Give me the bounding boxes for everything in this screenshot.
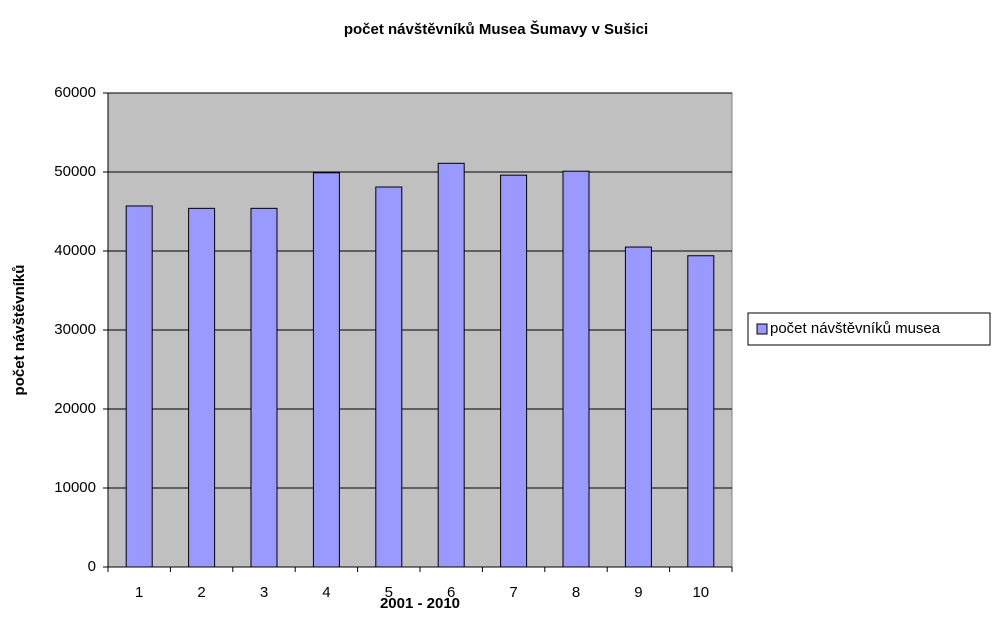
x-tick-label: 1 [135, 584, 143, 601]
bar [312, 172, 340, 568]
legend-label: počet návštěvníků musea [770, 320, 941, 337]
bar [562, 170, 590, 568]
chart-title: počet návštěvníků Musea Šumavy v Sušici [344, 20, 648, 38]
x-tick-label: 10 [692, 584, 709, 601]
legend-marker [756, 323, 768, 335]
y-tick-label: 10000 [54, 479, 96, 496]
bar [125, 205, 153, 568]
x-tick-label: 4 [322, 584, 330, 601]
bar [375, 186, 403, 568]
x-tick-label: 6 [447, 584, 455, 601]
y-tick-label: 30000 [54, 321, 96, 338]
legend-box [747, 312, 991, 346]
x-tick-label: 5 [385, 584, 393, 601]
bar [250, 207, 278, 568]
bar [500, 174, 528, 568]
y-tick-label: 40000 [54, 242, 96, 259]
y-tick-label: 50000 [54, 163, 96, 180]
bar [188, 207, 216, 568]
y-tick-label: 0 [88, 558, 96, 575]
bar [624, 246, 652, 568]
y-axis-label: počet návštěvníků [11, 265, 28, 396]
bar [437, 162, 465, 568]
x-axis-label: 2001 - 2010 [380, 595, 460, 612]
x-tick-label: 3 [260, 584, 268, 601]
x-tick-label: 9 [634, 584, 642, 601]
y-tick-label: 20000 [54, 400, 96, 417]
x-tick-label: 7 [509, 584, 517, 601]
x-tick-label: 2 [197, 584, 205, 601]
bar [687, 255, 715, 568]
x-tick-label: 8 [572, 584, 580, 601]
y-tick-label: 60000 [54, 84, 96, 101]
